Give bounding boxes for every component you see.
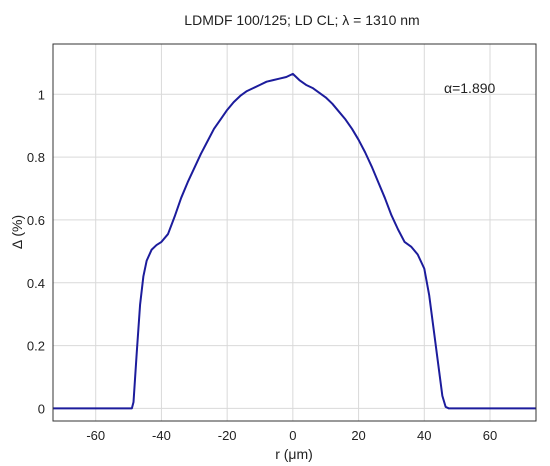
x-tick-label: -40 [152, 428, 171, 443]
x-tick-label: 20 [351, 428, 365, 443]
chart-title: LDMDF 100/125; LD CL; λ = 1310 nm [184, 12, 419, 28]
plot-frame [52, 43, 537, 422]
data-series [53, 72, 536, 410]
x-tick-label: 40 [417, 428, 431, 443]
x-tick-labels: -60 -40 -20 0 20 40 60 [86, 428, 497, 443]
y-tick-labels: 0 0.2 0.4 0.6 0.8 1 [27, 87, 45, 416]
y-tick-label: 0.6 [27, 213, 45, 228]
y-tick-label: 0 [38, 401, 45, 416]
y-tick-label: 0.4 [27, 276, 45, 291]
grid [53, 44, 536, 421]
x-tick-label: -60 [86, 428, 105, 443]
y-tick-label: 0.8 [27, 150, 45, 165]
refractive-index-profile-line [53, 72, 536, 410]
y-tick-label: 1 [38, 87, 45, 102]
y-axis-label: Δ (%) [9, 215, 25, 249]
y-tick-label: 0.2 [27, 339, 45, 354]
alpha-annotation: α=1.890 [444, 80, 496, 96]
x-axis-label: r (μm) [275, 446, 313, 462]
x-tick-label: 0 [289, 428, 296, 443]
x-tick-label: 60 [483, 428, 497, 443]
x-tick-label: -20 [218, 428, 237, 443]
